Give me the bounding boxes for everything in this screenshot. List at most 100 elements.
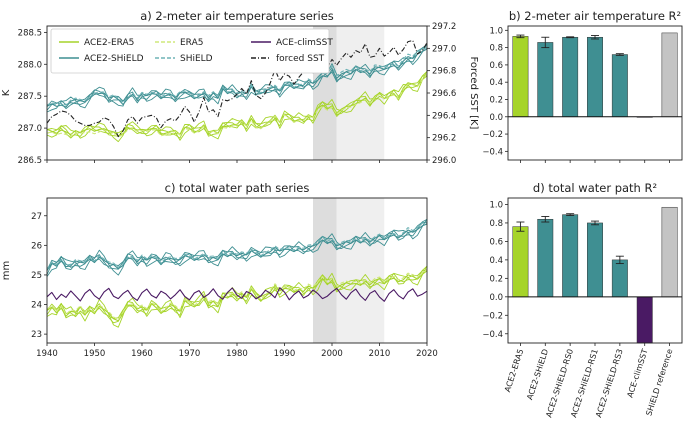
y-tick-label: −0.2 [482,311,503,321]
y-tick-label: 287.5 [18,92,42,102]
bar-ace2-shield-rs0 [562,36,579,118]
legend-label: ACE2-SHiELD [84,54,144,64]
bar-ace2-shield [537,42,554,118]
series-line-ace2-era5 [46,270,428,322]
shaded-period [313,198,337,343]
y-tick-label: 0.6 [489,237,503,247]
x-tick-label: 2020 [416,349,438,359]
x-tick-label: 1940 [36,349,58,359]
y-axis-label: K [1,89,12,96]
y-tick-label: 0.2 [489,95,503,105]
bar-ace-climsst [636,296,653,344]
legend-label: ACE-climSST [276,38,333,48]
legend: ACE2-ERA5 ERA5 ACE-climSST ACE2-SHiELD SHiEL… [50,28,333,74]
y-tick-label: 1.0 [489,26,503,36]
y-right-tick-label: 296.4 [432,111,456,121]
panel-a-temperature-series: a) 2-meter air temperature series 286.5 28… [1,9,479,166]
y-tick-label: −0.2 [482,130,503,140]
legend-label: ACE2-ERA5 [84,38,134,48]
y-tick-label: 0.4 [489,256,503,266]
bar-ace2-shield-rs3 [611,259,628,298]
y-tick-label: 0.6 [489,61,503,71]
legend-box [50,28,330,74]
y-tick-label: 0.4 [489,78,503,88]
y-right-tick-label: 296.2 [432,134,456,144]
bar-shield-reference [661,32,678,118]
bar-ace2-shield [537,218,554,298]
series-line-ensemble-member [46,265,428,324]
x-tick-label: 1960 [131,349,153,359]
y-tick-label: −0.4 [482,147,503,157]
series-line-forced-sst [46,39,428,138]
series-line-ensemble-member [46,221,428,271]
series-line-ensemble-member [46,218,428,277]
y-tick-label: 0.8 [489,44,503,54]
series-line-ensemble-member [46,47,428,110]
panel-title: a) 2-meter air temperature series [140,9,334,23]
y-right-axis-label: Forced SST [K] [468,57,479,130]
panel-title: d) total water path R² [533,181,657,195]
x-tick-label: 2010 [369,349,391,359]
category-label: ACE2-SHiELD [525,348,550,401]
series-line-ace2-shield [46,223,428,271]
y-tick-label: −0.4 [482,330,503,340]
y-tick-label: 0.0 [489,113,503,123]
bar-ace2-shield-rs1 [587,36,603,118]
y-axis-label: mm [1,261,12,280]
shaded-period [336,198,385,343]
series-line-shield [46,45,428,106]
series-line-ensemble-member [46,70,428,143]
panel-c-water-path-series: c) total water path series 23 24 25 26 27 mm 19… [1,181,438,359]
bar-shield-reference [661,206,678,298]
series-line-ace-climsst [46,287,428,302]
y-tick-label: 0.2 [489,274,503,284]
category-label: ACE2-SHiELD-RS0 [544,348,575,419]
y-tick-label: 288.0 [18,60,42,70]
bar-ace2-era5 [512,226,529,298]
y-right-tick-label: 296.0 [432,156,456,166]
y-tick-label: 288.5 [18,28,42,38]
y-tick-label: 287.0 [18,124,42,134]
bar-ace2-shield-rs0 [562,214,579,298]
y-tick-label: 286.5 [18,156,42,166]
y-tick-label: 26 [31,241,42,251]
panel-title: b) 2-meter air temperature R² [509,9,681,23]
panel-b-temperature-r2: b) 2-meter air temperature R² −0.4 −0.2 0.0… [482,9,683,163]
category-label: ACE2-ERA5 [503,348,525,393]
x-tick-label: 1990 [274,349,296,359]
legend-label: forced SST [276,54,325,64]
series-line-shield [46,221,428,270]
y-right-tick-label: 297.0 [432,44,456,54]
y-tick-label: 0.8 [489,219,503,229]
y-tick-label: 25 [31,271,42,281]
panel-title: c) total water path series [165,181,310,195]
y-tick-label: 23 [31,330,42,340]
y-right-tick-label: 296.6 [432,89,456,99]
y-right-tick-label: 297.2 [432,22,456,32]
bar-ace2-shield-rs1 [587,222,603,298]
x-tick-label: 1980 [226,349,248,359]
bar-ace2-shield-rs3 [611,54,628,118]
y-tick-label: 0.0 [489,293,503,303]
legend-label: ERA5 [180,38,203,48]
y-tick-label: 1.0 [489,200,503,210]
legend-label: SHiELD [180,54,213,64]
category-label: ACE-climSST [625,348,649,399]
series-line-ensemble-member [46,219,428,275]
x-tick-label: 1970 [179,349,201,359]
series-line-era5 [46,73,428,138]
category-label: ACE2-SHiELD-RS3 [594,348,625,419]
category-label: ACE2-SHiELD-RS1 [569,348,600,419]
series-line-ensemble-member [46,44,428,111]
panel-d-water-path-r2: d) total water path R² −0.4 −0.2 0.0 0.2 0.4 0… [482,181,683,419]
series-line-ensemble-member [46,71,428,139]
series-line-ensemble-member [46,44,428,113]
series-line-ensemble-member [46,265,428,328]
x-tick-label: 1950 [84,349,106,359]
y-tick-label: 24 [31,301,42,311]
x-tick-label: 2000 [321,349,343,359]
bar-ace2-era5 [512,36,529,118]
y-tick-label: 27 [31,212,42,222]
category-label: SHiELD reference [644,348,674,417]
